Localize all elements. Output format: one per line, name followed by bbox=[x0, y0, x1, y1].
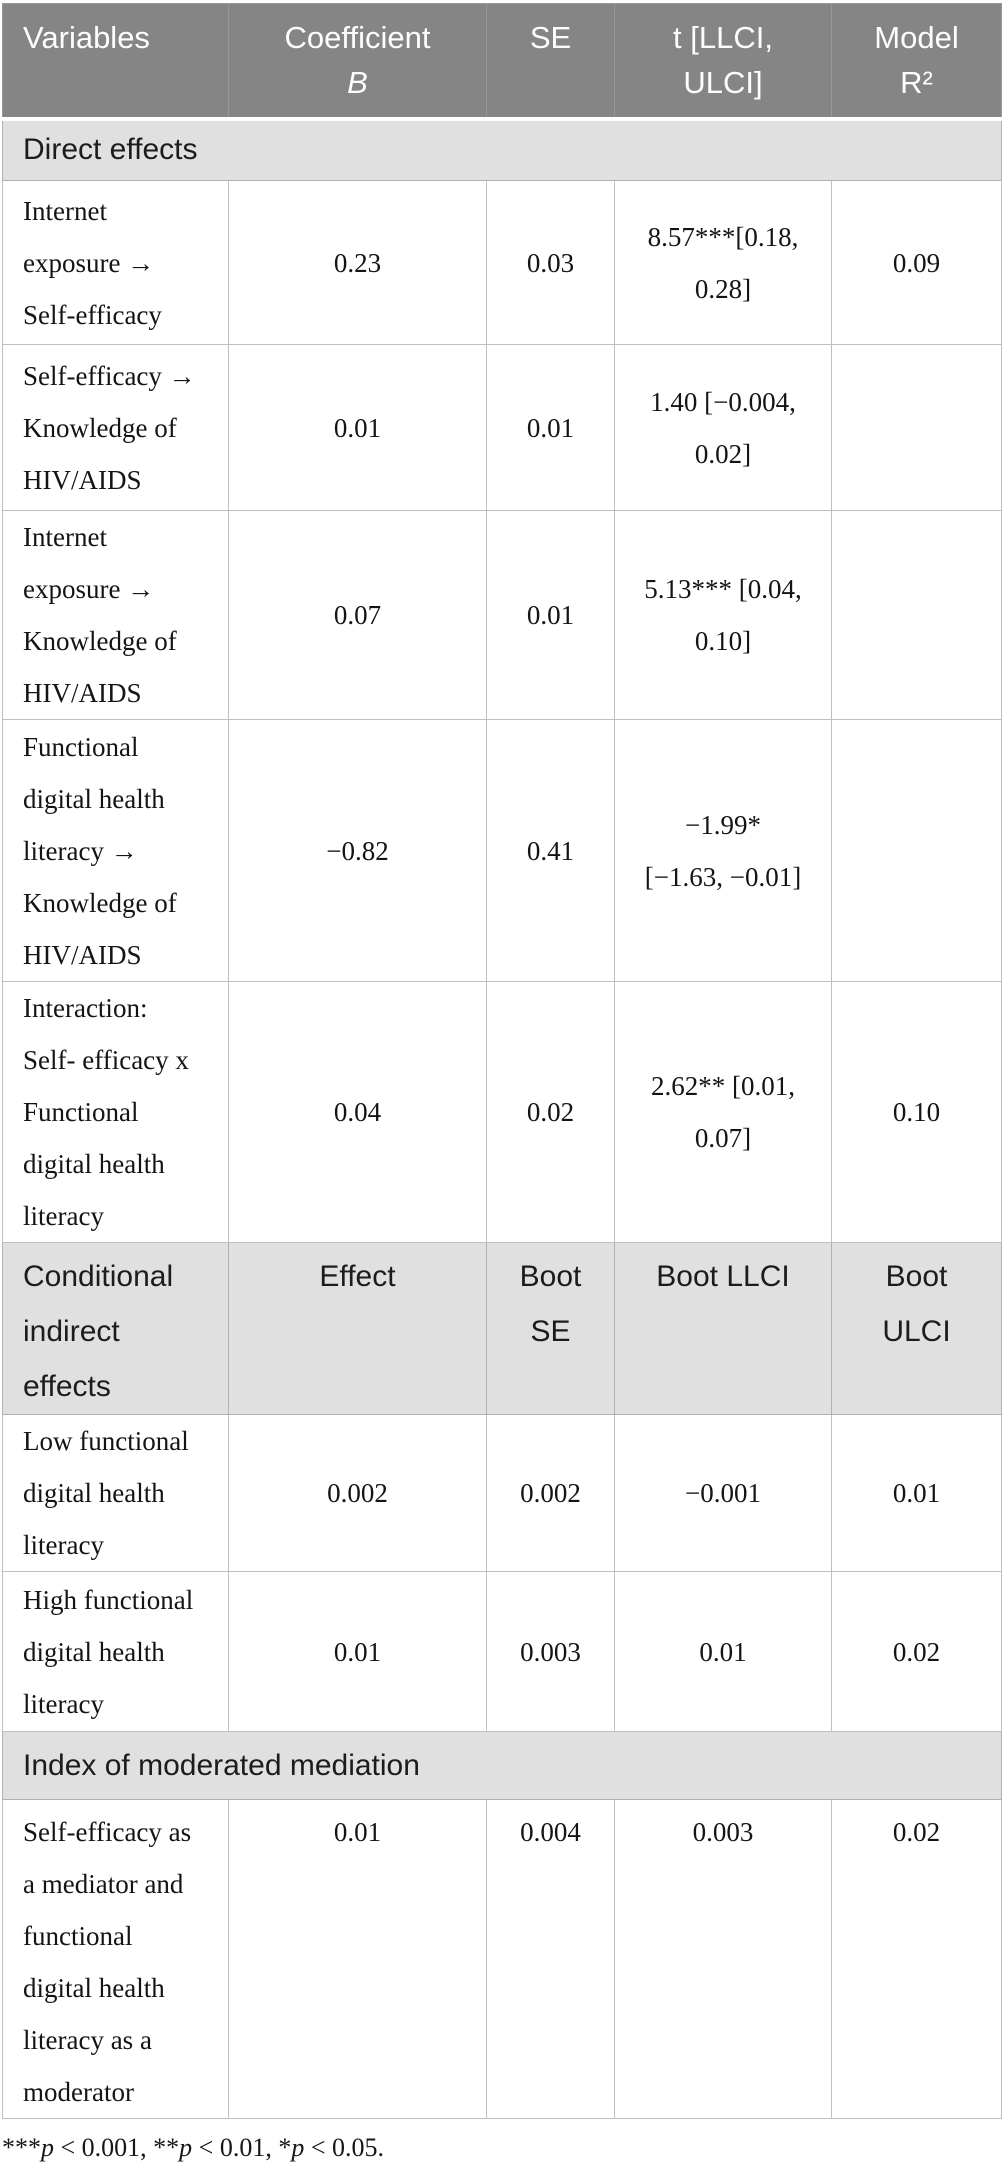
table-row-index-moderated-mediation: Self-efficacy as a mediator and function… bbox=[2, 1799, 1002, 2119]
cell-t-ci: −1.99* [−1.63, −0.01] bbox=[614, 719, 832, 982]
subheader-effect: Effect bbox=[228, 1242, 487, 1415]
cell-boot-ulci: 0.02 bbox=[831, 1799, 1002, 2119]
results-table: Variables Coefficient B SE t [LLCI, ULCI… bbox=[2, 3, 1002, 2119]
section-direct-effects: Direct effects bbox=[2, 118, 1002, 181]
cell-boot-se: 0.003 bbox=[486, 1571, 615, 1732]
footnote-p-italic: p bbox=[179, 2133, 193, 2162]
cell-boot-llci: 0.003 bbox=[614, 1799, 832, 2119]
cell-boot-llci: −0.001 bbox=[614, 1414, 832, 1572]
header-model-r2: Model R² bbox=[831, 3, 1002, 121]
cell-variable: Self-efficacy → Knowledge of HIV/AIDS bbox=[2, 344, 229, 511]
cell-boot-ulci: 0.02 bbox=[831, 1571, 1002, 1732]
header-coefficient-b: Coefficient B bbox=[228, 3, 487, 121]
cell-variable: Functional digital health literacy → Kno… bbox=[2, 719, 229, 982]
cell-se: 0.01 bbox=[486, 510, 615, 720]
cell-se: 0.01 bbox=[486, 344, 615, 511]
header-coefficient-label: Coefficient bbox=[284, 20, 431, 55]
table-row-selfefficacy-knowledge: Self-efficacy → Knowledge of HIV/AIDS 0.… bbox=[2, 344, 1002, 511]
cell-se: 0.41 bbox=[486, 719, 615, 982]
cell-boot-se: 0.004 bbox=[486, 1799, 615, 2119]
header-coefficient-b-symbol: B bbox=[347, 65, 368, 100]
section-index-moderated-mediation: Index of moderated mediation bbox=[2, 1731, 1002, 1800]
cell-coefficient: 0.01 bbox=[228, 344, 487, 511]
table-row-interaction: Interaction: Self- efficacy x Functional… bbox=[2, 981, 1002, 1243]
cell-boot-llci: 0.01 bbox=[614, 1571, 832, 1732]
section-conditional-indirect-effects: Conditional indirect effects Effect Boot… bbox=[2, 1242, 1002, 1415]
cell-variable: Low functional digital health literacy bbox=[2, 1414, 229, 1572]
table-row-fdhl-knowledge: Functional digital health literacy → Kno… bbox=[2, 719, 1002, 982]
header-r2-symbol: R² bbox=[900, 65, 933, 100]
table-footnote: ***p < 0.001, **p < 0.01, *p < 0.05. bbox=[2, 2131, 999, 2165]
table-row-low-fdhl: Low functional digital health literacy 0… bbox=[2, 1414, 1002, 1572]
cell-effect: 0.01 bbox=[228, 1571, 487, 1732]
footnote-p-italic: p bbox=[291, 2133, 305, 2162]
cell-model-r2: 0.10 bbox=[831, 981, 1002, 1243]
subheader-boot-se: Boot SE bbox=[486, 1242, 615, 1415]
footnote-sig-2stars: ** bbox=[153, 2133, 180, 2162]
footnote-threshold-001: < 0.001, bbox=[54, 2133, 154, 2162]
cell-coefficient: 0.07 bbox=[228, 510, 487, 720]
table-row-internet-selfefficacy: Internet exposure → Self-efficacy 0.23 0… bbox=[2, 180, 1002, 345]
cell-coefficient: −0.82 bbox=[228, 719, 487, 982]
footnote-threshold-01: < 0.01, bbox=[192, 2133, 279, 2162]
cell-model-r2 bbox=[831, 719, 1002, 982]
cell-variable: Internet exposure → Self-efficacy bbox=[2, 180, 229, 345]
table-row-internet-knowledge: Internet exposure → Knowledge of HIV/AID… bbox=[2, 510, 1002, 720]
cell-coefficient: 0.04 bbox=[228, 981, 487, 1243]
footnote-p-italic: p bbox=[41, 2133, 54, 2162]
cell-model-r2 bbox=[831, 344, 1002, 511]
subheader-boot-ulci: Boot ULCI bbox=[831, 1242, 1002, 1415]
header-variables: Variables bbox=[2, 3, 229, 121]
cell-coefficient: 0.23 bbox=[228, 180, 487, 345]
table-row-high-fdhl: High functional digital health literacy … bbox=[2, 1571, 1002, 1732]
cell-se: 0.03 bbox=[486, 180, 615, 345]
cell-t-ci: 2.62** [0.01, 0.07] bbox=[614, 981, 832, 1243]
cell-t-ci: 1.40 [−0.004, 0.02] bbox=[614, 344, 832, 511]
section-index-label: Index of moderated mediation bbox=[2, 1731, 1002, 1800]
cell-model-r2 bbox=[831, 510, 1002, 720]
footnote-sig-1star: * bbox=[278, 2133, 292, 2162]
cell-variable: Self-efficacy as a mediator and function… bbox=[2, 1799, 229, 2119]
cell-boot-se: 0.002 bbox=[486, 1414, 615, 1572]
header-t-llci-ulci: t [LLCI, ULCI] bbox=[614, 3, 832, 121]
cell-variable: Internet exposure → Knowledge of HIV/AID… bbox=[2, 510, 229, 720]
cell-effect: 0.01 bbox=[228, 1799, 487, 2119]
cell-boot-ulci: 0.01 bbox=[831, 1414, 1002, 1572]
header-se: SE bbox=[486, 3, 615, 121]
header-row: Variables Coefficient B SE t [LLCI, ULCI… bbox=[2, 3, 1002, 121]
footnote-threshold-05: < 0.05. bbox=[304, 2133, 385, 2162]
subheader-boot-llci: Boot LLCI bbox=[614, 1242, 832, 1415]
header-model-label: Model bbox=[874, 20, 959, 55]
cell-effect: 0.002 bbox=[228, 1414, 487, 1572]
section-direct-effects-label: Direct effects bbox=[2, 118, 1002, 181]
cell-t-ci: 5.13*** [0.04, 0.10] bbox=[614, 510, 832, 720]
footnote-sig-3stars: *** bbox=[2, 2133, 41, 2162]
cell-se: 0.02 bbox=[486, 981, 615, 1243]
cell-model-r2: 0.09 bbox=[831, 180, 1002, 345]
section-conditional-label: Conditional indirect effects bbox=[2, 1242, 229, 1415]
cell-t-ci: 8.57***[0.18, 0.28] bbox=[614, 180, 832, 345]
cell-variable: Interaction: Self- efficacy x Functional… bbox=[2, 981, 229, 1243]
cell-variable: High functional digital health literacy bbox=[2, 1571, 229, 1732]
